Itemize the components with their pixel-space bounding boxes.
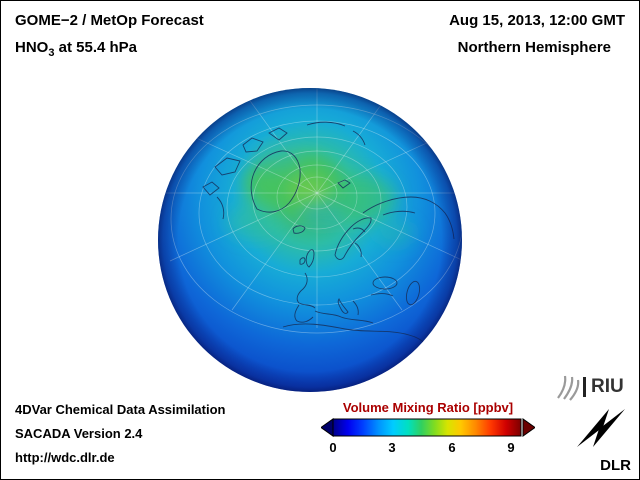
colorbar-tick: 6: [448, 440, 456, 455]
colorbar-tick-labels: 0 3 6 9: [321, 440, 535, 456]
credits-block: 4DVar Chemical Data Assimilation SACADA …: [15, 398, 226, 470]
globe-svg: [158, 88, 462, 392]
riu-logo: RIU: [555, 373, 635, 401]
colorbar-gradient: [320, 418, 536, 437]
datetime-label: Aug 15, 2013, 12:00 GMT: [449, 12, 625, 29]
hemisphere-map: [157, 87, 463, 393]
assimilation-label: 4DVar Chemical Data Assimilation: [15, 402, 226, 417]
colorbar-bar: [332, 418, 522, 437]
limb-shading: [158, 88, 462, 392]
dlr-emblem-icon: [577, 409, 625, 447]
colorbar-title: Volume Mixing Ratio [ppbv]: [342, 400, 514, 415]
colorbar-over-range-arrow: [522, 418, 536, 437]
species-subscript: 3: [48, 47, 55, 59]
riu-logo-text: RIU: [583, 377, 624, 397]
dlr-logo-text: DLR: [600, 457, 631, 474]
species-level: at 55.4 hPa: [54, 39, 138, 56]
url-label: http://wdc.dlr.de: [15, 450, 115, 465]
region-label: Northern Hemisphere: [457, 39, 611, 56]
dlr-logo: DLR: [573, 405, 635, 474]
title-line: GOME−2 / MetOp Forecast: [15, 12, 204, 29]
colorbar-tick: 3: [388, 440, 396, 455]
plot-meta-block: Aug 15, 2013, 12:00 GMT Northern Hemisph…: [449, 7, 625, 61]
riu-wave-icon: [557, 375, 580, 401]
colorbar-under-range-arrow: [320, 418, 334, 437]
colorbar: [320, 417, 536, 438]
colorbar-tick: 9: [507, 440, 515, 455]
species-line: HNO3 at 55.4 hPa: [15, 34, 204, 67]
plot-title-block: GOME−2 / MetOp Forecast HNO3 at 55.4 hPa: [15, 7, 204, 67]
colorbar-tick: 0: [329, 440, 337, 455]
species-name: HNO: [15, 39, 49, 56]
version-label: SACADA Version 2.4: [15, 426, 143, 441]
